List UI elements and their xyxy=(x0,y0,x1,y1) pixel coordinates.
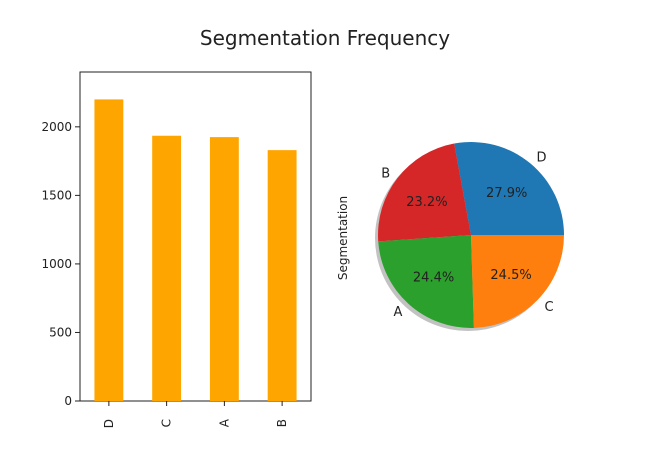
bar-xtick-label: A xyxy=(217,418,231,427)
pie-labels: 27.9% D 23.2% B 24.4% A 24.5% C xyxy=(381,150,553,319)
bar-A xyxy=(209,137,239,402)
figure-title: Segmentation Frequency xyxy=(200,26,450,50)
bar-xtick-label: D xyxy=(102,419,116,428)
bar-xtick-label: C xyxy=(160,419,174,427)
bar-ytick-label: 1000 xyxy=(41,257,72,271)
bar-plot-frame xyxy=(79,71,312,402)
bar-C xyxy=(152,135,182,401)
pie-category-label: A xyxy=(393,305,402,320)
pie-slice-A xyxy=(378,235,474,328)
pie-category-label: D xyxy=(536,150,546,165)
pie-ylabel: Segmentation xyxy=(336,196,350,280)
bar-ytick-label: 500 xyxy=(49,325,72,339)
pie-category-label: C xyxy=(544,300,553,315)
bar-ytick-label: 0 xyxy=(64,394,72,408)
bar-B xyxy=(267,150,297,401)
pie-slices xyxy=(375,142,564,331)
pie-pct-label: 24.5% xyxy=(490,268,531,283)
pie-category-label: B xyxy=(381,166,390,181)
pie-pct-label: 27.9% xyxy=(486,186,527,201)
bar-D xyxy=(94,99,124,402)
pie-pct-label: 24.4% xyxy=(413,270,454,285)
pie-chart: Segmentation 27.9% D 23.2% B 24.4% A 24.5% C xyxy=(336,142,564,331)
pie-slice-C xyxy=(471,235,564,328)
bar-chart: 0 500 1000 1500 2000 D C A B xyxy=(41,71,312,428)
bar-series xyxy=(94,99,297,402)
pie-slice-D xyxy=(454,142,564,235)
bar-ytick-label: 1500 xyxy=(41,188,72,202)
bar-xtick-label: B xyxy=(275,419,289,427)
bar-y-axis: 0 500 1000 1500 2000 xyxy=(41,120,80,408)
pie-pct-label: 23.2% xyxy=(406,195,447,210)
pie-slice-B xyxy=(378,143,471,242)
bar-ytick-label: 2000 xyxy=(41,120,72,134)
